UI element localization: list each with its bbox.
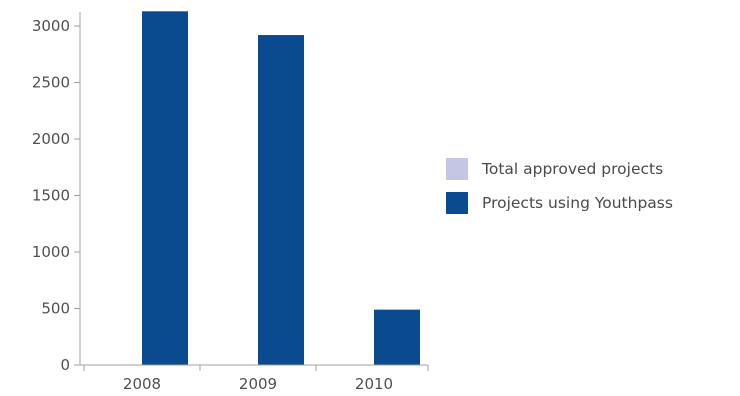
legend-swatch-youthpass bbox=[446, 192, 468, 214]
bar-youthpass-2010 bbox=[374, 309, 420, 365]
x-tick-label: 2010 bbox=[355, 375, 393, 393]
y-axis-ticks: 0 500 1000 1500 2000 2500 3000 bbox=[32, 17, 80, 374]
y-tick-label: 1500 bbox=[32, 187, 70, 205]
x-tick-label: 2009 bbox=[239, 375, 277, 393]
y-tick-label: 0 bbox=[60, 356, 70, 374]
y-tick-label: 1000 bbox=[32, 243, 70, 261]
bar-youthpass-2008 bbox=[142, 11, 188, 366]
y-tick-label: 500 bbox=[41, 300, 70, 318]
bar-youthpass-2009 bbox=[258, 35, 304, 365]
y-tick-label: 2000 bbox=[32, 130, 70, 148]
legend-item-youthpass: Projects using Youthpass bbox=[446, 186, 673, 220]
legend-swatch-total bbox=[446, 158, 468, 180]
y-tick-label: 3000 bbox=[32, 17, 70, 35]
x-tick-label: 2008 bbox=[123, 375, 161, 393]
legend-item-total: Total approved projects bbox=[446, 152, 673, 186]
x-axis-ticks: 2008 2009 2010 bbox=[83, 365, 429, 393]
legend-label-total: Total approved projects bbox=[482, 160, 664, 178]
bars bbox=[142, 11, 420, 366]
legend-label-youthpass: Projects using Youthpass bbox=[482, 194, 673, 212]
y-tick-label: 2500 bbox=[32, 74, 70, 92]
legend: Total approved projects Projects using Y… bbox=[446, 152, 673, 220]
